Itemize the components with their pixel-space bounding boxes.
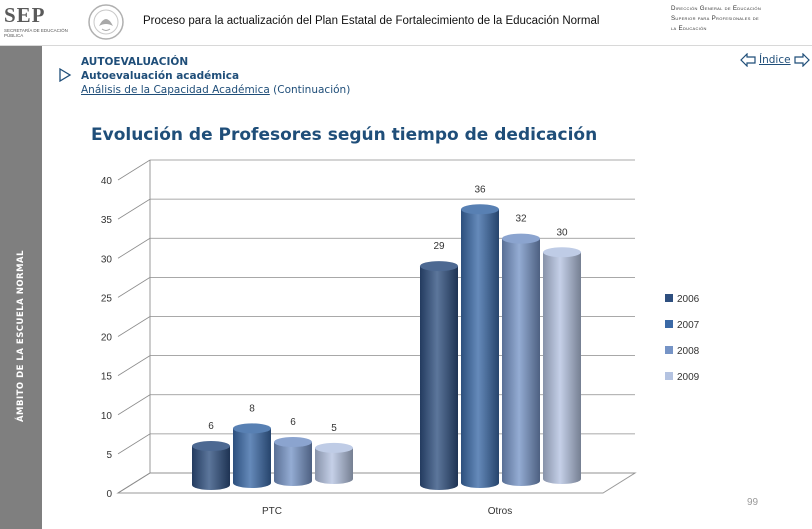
bar-body <box>502 238 540 486</box>
bar-2006-Otros: 29 <box>420 241 458 490</box>
y-tick-label: 25 <box>101 293 113 304</box>
capacity-analysis-link[interactable]: Análisis de la Capacidad Académica <box>81 84 270 96</box>
bar-body <box>420 266 458 490</box>
data-label: 8 <box>249 403 255 414</box>
sep-logo-subtext: SECRETARÍA DE EDUCACIÓN PÚBLICA <box>4 28 68 38</box>
bar-top <box>461 204 499 215</box>
bar-body <box>274 442 312 486</box>
y-tick-label: 5 <box>106 450 112 461</box>
breadcrumb-subsection: Autoevaluación académica <box>81 70 240 82</box>
org-line: la Educación <box>671 25 707 32</box>
legend-label: 2006 <box>677 294 700 305</box>
bar-2007-Otros: 36 <box>461 184 499 489</box>
data-label: 36 <box>474 184 486 195</box>
breadcrumb-suffix: (Continuación) <box>269 84 351 96</box>
bar-body <box>461 209 499 489</box>
legend-label: 2008 <box>677 346 700 357</box>
bar-top <box>315 442 353 453</box>
y-tick-label: 10 <box>101 411 113 422</box>
header-title: Proceso para la actualización del Plan E… <box>143 15 600 27</box>
bar-2008-Otros: 32 <box>502 214 540 486</box>
bar-top <box>420 261 458 272</box>
gridline-diagonal <box>117 394 151 416</box>
data-label: 32 <box>515 214 527 225</box>
page-number: 99 <box>747 497 759 508</box>
bar-top <box>192 441 230 452</box>
legend-swatch <box>665 372 673 380</box>
bar-body <box>192 446 230 490</box>
bar-top <box>274 437 312 448</box>
gridline-diagonal <box>117 316 151 337</box>
legend-label: 2009 <box>677 372 700 383</box>
legend-swatch <box>665 346 673 354</box>
data-label: 5 <box>331 423 337 434</box>
bar-top <box>543 247 581 258</box>
bar-2009-Otros: 30 <box>543 227 581 484</box>
sidebar-label: ÁMBITO DE LA ESCUELA NORMAL <box>16 249 26 423</box>
legend-label: 2007 <box>677 320 700 331</box>
breadcrumb-section: AUTOEVALUACIÓN <box>81 56 189 68</box>
data-label: 6 <box>208 421 214 432</box>
bar-body <box>233 428 271 488</box>
bar-body <box>543 252 581 484</box>
breadcrumb: AUTOEVALUACIÓN Autoevaluación académica … <box>81 55 350 97</box>
y-tick-label: 30 <box>101 254 113 265</box>
y-tick-label: 20 <box>101 333 113 344</box>
national-seal-icon <box>88 4 124 40</box>
sidebar: ÁMBITO DE LA ESCUELA NORMAL <box>0 46 42 529</box>
data-label: 29 <box>433 241 445 252</box>
bar-2009-PTC: 5 <box>315 423 353 484</box>
page-header: SEP SECRETARÍA DE EDUCACIÓN PÚBLICA Proc… <box>0 0 812 46</box>
gridline-diagonal <box>117 198 151 220</box>
sep-logo-text: SEP <box>4 3 46 27</box>
gridline-diagonal <box>117 159 151 181</box>
y-tick-label: 40 <box>101 176 113 187</box>
x-axis: PTC Otros <box>262 506 512 517</box>
y-tick-label: 35 <box>101 215 113 226</box>
chart-bars: 6 8 6 5 29 36 32 30 <box>192 184 581 490</box>
data-label: 30 <box>556 227 568 238</box>
org-line: Superior para Profesionales de <box>671 15 759 22</box>
legend-swatch <box>665 294 673 302</box>
bar-body <box>315 447 353 484</box>
y-tick-label: 15 <box>101 372 113 383</box>
next-arrow-icon[interactable] <box>793 53 810 67</box>
gridline-diagonal <box>117 355 151 376</box>
index-link[interactable]: Índice <box>759 54 791 66</box>
gridline-diagonal <box>117 433 151 455</box>
x-tick-label: Otros <box>488 506 512 517</box>
x-tick-label: PTC <box>262 506 282 517</box>
bar-top <box>502 233 540 244</box>
bar-2007-PTC: 8 <box>233 403 271 488</box>
play-arrow-icon <box>59 68 72 82</box>
bar-2008-PTC: 6 <box>274 417 312 486</box>
gridline-diagonal <box>117 237 151 259</box>
data-label: 6 <box>290 417 296 428</box>
chart-legend: 2006 2007 2008 2009 <box>665 294 700 383</box>
bar-2006-PTC: 6 <box>192 421 230 490</box>
sep-logo: SEP SECRETARÍA DE EDUCACIÓN PÚBLICA <box>4 4 76 42</box>
bar-top <box>233 423 271 434</box>
org-line: Dirección General de Educación <box>671 5 762 12</box>
y-axis: 0 5 10 15 20 25 30 35 40 <box>101 176 113 500</box>
chart-title: Evolución de Profesores según tiempo de … <box>91 125 598 145</box>
header-divider <box>0 45 812 46</box>
bar-chart: 0 5 10 15 20 25 30 35 40 6 8 6 5 29 36 32 30 PTC Otros 2… <box>101 159 700 517</box>
legend-swatch <box>665 320 673 328</box>
y-tick-label: 0 <box>106 489 112 500</box>
gridline-diagonal <box>117 472 151 494</box>
breadcrumb-link-row: Análisis de la Capacidad Académica (Cont… <box>81 83 350 97</box>
gridline-diagonal <box>117 277 151 298</box>
org-name: Dirección General de Educación Superior … <box>671 4 801 34</box>
previous-arrow-icon[interactable] <box>740 53 756 67</box>
navigation: Índice <box>740 53 810 67</box>
